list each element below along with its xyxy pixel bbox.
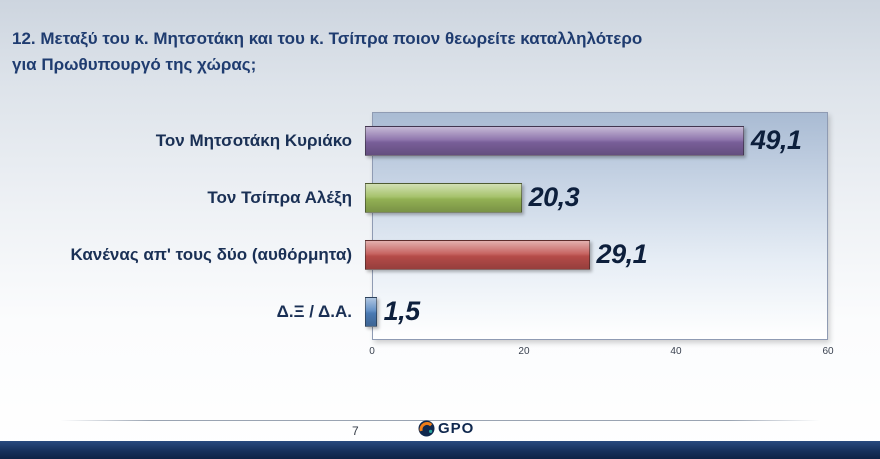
chart-rows: Τον Μητσοτάκη Κυριάκο 49,1 Τον Τσίπρα Αλ… (10, 112, 828, 340)
x-tick-label: 60 (822, 346, 834, 357)
category-label-dk-da: Δ.Ξ / Δ.Α. (276, 301, 352, 321)
bar-cell: 1,5 (364, 283, 828, 340)
category-label-neither: Κανένας απ' τους δύο (αυθόρμητα) (70, 244, 352, 264)
x-axis: 0 20 40 60 (369, 346, 833, 360)
bar-chart: Τον Μητσοτάκη Κυριάκο 49,1 Τον Τσίπρα Αλ… (10, 112, 828, 340)
value-label: 29,1 (596, 239, 648, 269)
page-title: 12. Μεταξύ του κ. Μητσοτάκη και του κ. Τ… (12, 26, 852, 79)
bar-dk-da (365, 296, 377, 327)
bar-neither (365, 239, 590, 270)
chart-row: Κανένας απ' τους δύο (αυθόρμητα) 29,1 (10, 226, 828, 283)
bar-cell: 49,1 (364, 112, 828, 169)
gpo-logo: GPO (418, 420, 474, 437)
category-label-tsipras: Τον Τσίπρα Αλέξη (207, 187, 352, 207)
x-tick-label: 40 (670, 346, 682, 357)
bar-cell: 20,3 (364, 169, 828, 226)
page-number: 7 (352, 424, 359, 438)
title-line-1: 12. Μεταξύ του κ. Μητσοτάκη και του κ. Τ… (12, 29, 643, 48)
bottom-bar (0, 441, 880, 459)
chart-row: Δ.Ξ / Δ.Α. 1,5 (10, 283, 828, 340)
chart-row: Τον Μητσοτάκη Κυριάκο 49,1 (10, 112, 828, 169)
gpo-logo-icon (418, 420, 435, 437)
bar-cell: 29,1 (364, 226, 828, 283)
category-label-mitsotakis: Τον Μητσοτάκη Κυριάκο (155, 130, 352, 150)
footer-divider (60, 420, 820, 421)
value-label: 20,3 (528, 182, 580, 212)
chart-row: Τον Τσίπρα Αλέξη 20,3 (10, 169, 828, 226)
gpo-logo-text: GPO (438, 420, 475, 437)
value-label: 1,5 (383, 296, 421, 326)
value-label: 49,1 (750, 125, 802, 155)
bar-mitsotakis (365, 125, 744, 156)
x-tick-label: 0 (369, 346, 375, 357)
bar-tsipras (365, 182, 522, 213)
title-line-2: για Πρωθυπουργό της χώρας; (12, 55, 257, 75)
x-tick-label: 20 (518, 346, 530, 357)
